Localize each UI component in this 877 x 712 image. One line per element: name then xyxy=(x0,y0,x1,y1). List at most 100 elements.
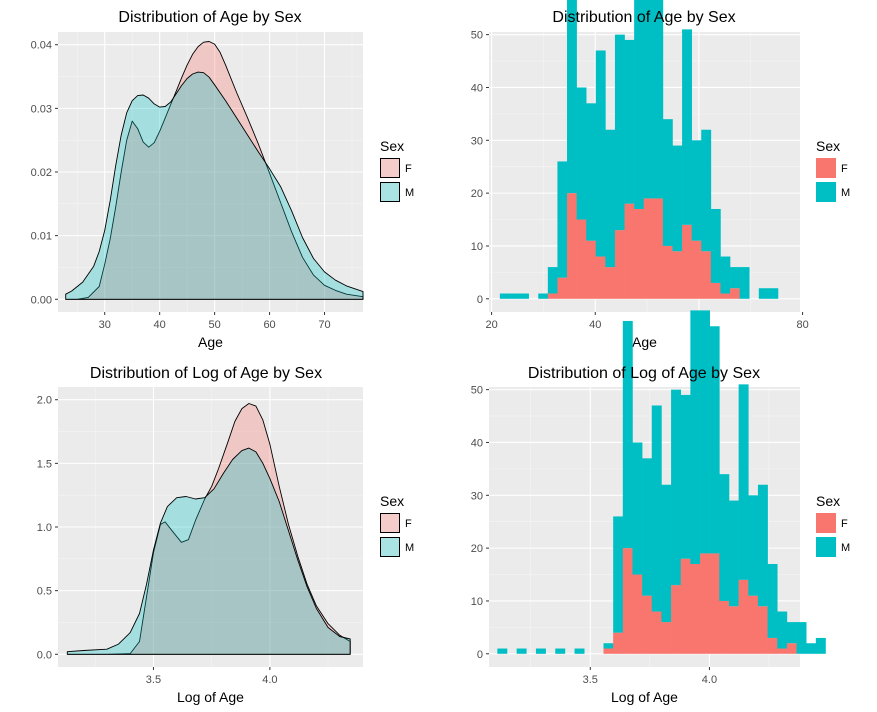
density-area-f xyxy=(66,403,351,655)
chart-panel-4: 3.5 4.0 0 10 20 30 40 50 Distribution of Log of … xyxy=(471,310,850,705)
y-tick-label: 2.0 xyxy=(37,395,52,407)
histogram-bar-m xyxy=(691,140,702,241)
histogram-bar-f xyxy=(671,585,682,654)
chart-panel-2: 2040608001020304050Distribution of Age b… xyxy=(471,0,850,350)
histogram-bar-m xyxy=(815,637,826,654)
histogram-bar-m xyxy=(700,310,710,554)
histogram-bar-f xyxy=(700,553,710,654)
x-tick-label: 30 xyxy=(99,319,111,331)
histogram-bar-m xyxy=(728,500,739,607)
x-tick-label: 40 xyxy=(154,319,166,331)
y-tick-label: 20 xyxy=(471,188,483,200)
x-tick-label: 60 xyxy=(263,319,275,331)
histogram-bar-m xyxy=(624,39,635,204)
histogram-bar-m xyxy=(720,256,731,294)
legend-label-m: M xyxy=(405,542,414,554)
legend-key-f xyxy=(816,158,836,178)
histogram-bar-m xyxy=(603,643,614,649)
chart-title: Distribution of Age by Sex xyxy=(118,9,301,26)
legend-key-m xyxy=(816,182,836,202)
legend-label-m: M xyxy=(841,542,850,554)
histogram-bar-m xyxy=(719,474,730,601)
histogram-bar-m xyxy=(767,563,778,638)
histogram-bar-f xyxy=(661,622,672,654)
histogram-bar-m xyxy=(680,394,691,559)
histogram-bar-m xyxy=(538,293,549,299)
histogram-bar-m xyxy=(497,648,508,654)
histogram-bar-m xyxy=(586,103,597,241)
chart-panel-1: 30 40 50 60 70 0.00 0.01 0.02 0.03 0.04 Distributi… xyxy=(31,9,415,350)
y-tick-label: 0.02 xyxy=(31,167,52,179)
y-tick-label: 0.04 xyxy=(31,40,52,52)
y-tick-label: 0.5 xyxy=(37,586,52,598)
y-tick-label: 30 xyxy=(471,490,483,502)
y-tick-label: 0 xyxy=(477,649,483,661)
histogram-bar-m xyxy=(634,0,645,209)
histogram-bar-m xyxy=(547,267,558,294)
histogram-bar-m xyxy=(682,29,692,225)
histogram-bar-m xyxy=(806,643,817,654)
legend-label-f: F xyxy=(405,163,412,175)
legend-key-bg xyxy=(380,158,400,178)
histogram-bar-f xyxy=(728,606,739,654)
chart-title: Distribution of Log of Age by Sex xyxy=(528,365,760,382)
legend-key-bg xyxy=(380,537,400,557)
histogram-bar-f xyxy=(557,277,568,299)
legend-key-m xyxy=(380,182,400,202)
x-tick-label: 20 xyxy=(485,319,497,331)
histogram-bar-m xyxy=(662,119,673,246)
histogram-bar-m xyxy=(643,0,654,199)
density-area-f xyxy=(65,41,364,300)
x-tick-label: 80 xyxy=(796,319,808,331)
histogram-bar-m xyxy=(576,87,587,220)
histogram-bar-m xyxy=(595,50,606,257)
histogram-bar-f xyxy=(786,643,797,654)
histogram-bar-f xyxy=(595,256,606,299)
histogram-bar-f xyxy=(662,245,673,299)
histogram-bar-m xyxy=(777,611,788,649)
histogram-bar-f xyxy=(547,293,558,299)
histogram-bar-m xyxy=(632,442,643,575)
density-area-m xyxy=(66,447,351,655)
histogram-bar-m xyxy=(758,288,769,299)
histogram-bar-m xyxy=(768,288,779,299)
histogram-bar-f xyxy=(653,198,664,299)
legend-key-f xyxy=(380,158,400,178)
x-tick-label: 4.0 xyxy=(702,674,717,686)
legend-label-f: F xyxy=(405,518,412,530)
histogram-bar-f xyxy=(748,595,759,654)
histogram-bar-f xyxy=(690,563,701,654)
y-tick-label: 10 xyxy=(471,241,483,253)
histogram-bar-m xyxy=(653,0,664,199)
histogram-bar-m xyxy=(738,384,749,580)
y-tick-label: 50 xyxy=(471,30,483,42)
y-tick-label: 0.00 xyxy=(31,294,52,306)
legend-key-bg xyxy=(380,513,400,533)
legend-title: Sex xyxy=(816,138,840,154)
histogram-bar-f xyxy=(642,595,653,654)
histogram-bar-f xyxy=(701,251,712,299)
histogram-bar-m xyxy=(605,129,616,268)
legend-label-f: F xyxy=(841,163,848,175)
legend-title: Sex xyxy=(380,493,404,509)
histogram-bar-f xyxy=(777,648,788,654)
y-tick-label: 0.0 xyxy=(37,649,52,661)
histogram-bar-f xyxy=(624,203,635,299)
y-tick-label: 50 xyxy=(471,385,483,397)
histogram-bar-m xyxy=(661,484,672,623)
histogram-bar-f xyxy=(603,648,614,654)
histogram-bar-f xyxy=(632,574,643,654)
histogram-bar-f xyxy=(719,600,730,654)
histogram-bar-f xyxy=(586,240,597,299)
histogram-bar-m xyxy=(710,208,721,283)
histogram-bar-m xyxy=(748,495,759,596)
legend-label-f: F xyxy=(841,518,848,530)
histogram-bar-f xyxy=(651,611,662,654)
y-tick-label: 0.01 xyxy=(31,231,52,243)
histogram-bar-m xyxy=(672,145,683,252)
legend-label-m: M xyxy=(841,187,850,199)
